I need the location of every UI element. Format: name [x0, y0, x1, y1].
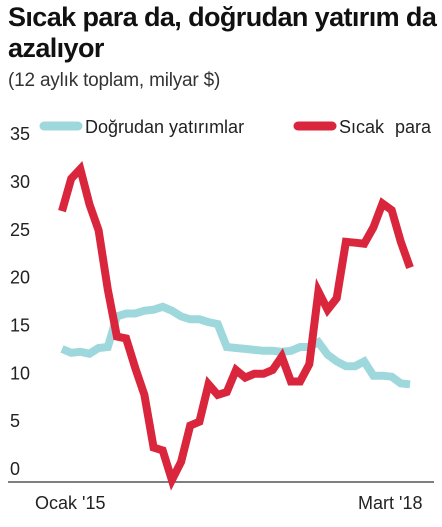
- y-tick-label: 20: [10, 268, 30, 288]
- y-axis: 0 5 10 15 20 25 30 35: [10, 124, 30, 479]
- series-line-dogrudan-yatirimlar: [60, 302, 411, 389]
- x-axis-labels: Ocak '15 Mart '18: [35, 493, 422, 513]
- y-tick-label: 35: [10, 124, 30, 144]
- legend: Doğrudan yatırımlar Sıcak para: [39, 117, 432, 137]
- y-tick-label: 10: [10, 363, 30, 383]
- y-tick-label: 30: [10, 172, 30, 192]
- y-tick-label: 5: [10, 411, 20, 431]
- chart-subtitle: (12 aylık toplam, milyar $): [8, 70, 221, 91]
- series-line-sicak-para: [58, 161, 414, 491]
- x-tick-label-end: Mart '18: [358, 493, 422, 513]
- y-tick-label: 25: [10, 220, 30, 240]
- legend-label-sicak-para: Sıcak para: [339, 117, 432, 137]
- x-tick-label-start: Ocak '15: [35, 493, 105, 513]
- y-tick-label: 15: [10, 315, 30, 335]
- y-tick-label: 0: [10, 459, 20, 479]
- series-lines: [58, 161, 414, 491]
- legend-label-dogrudan: Doğrudan yatırımlar: [85, 117, 244, 137]
- chart-title: Sıcak para da, doğrudan yatırım da azalı…: [8, 2, 437, 63]
